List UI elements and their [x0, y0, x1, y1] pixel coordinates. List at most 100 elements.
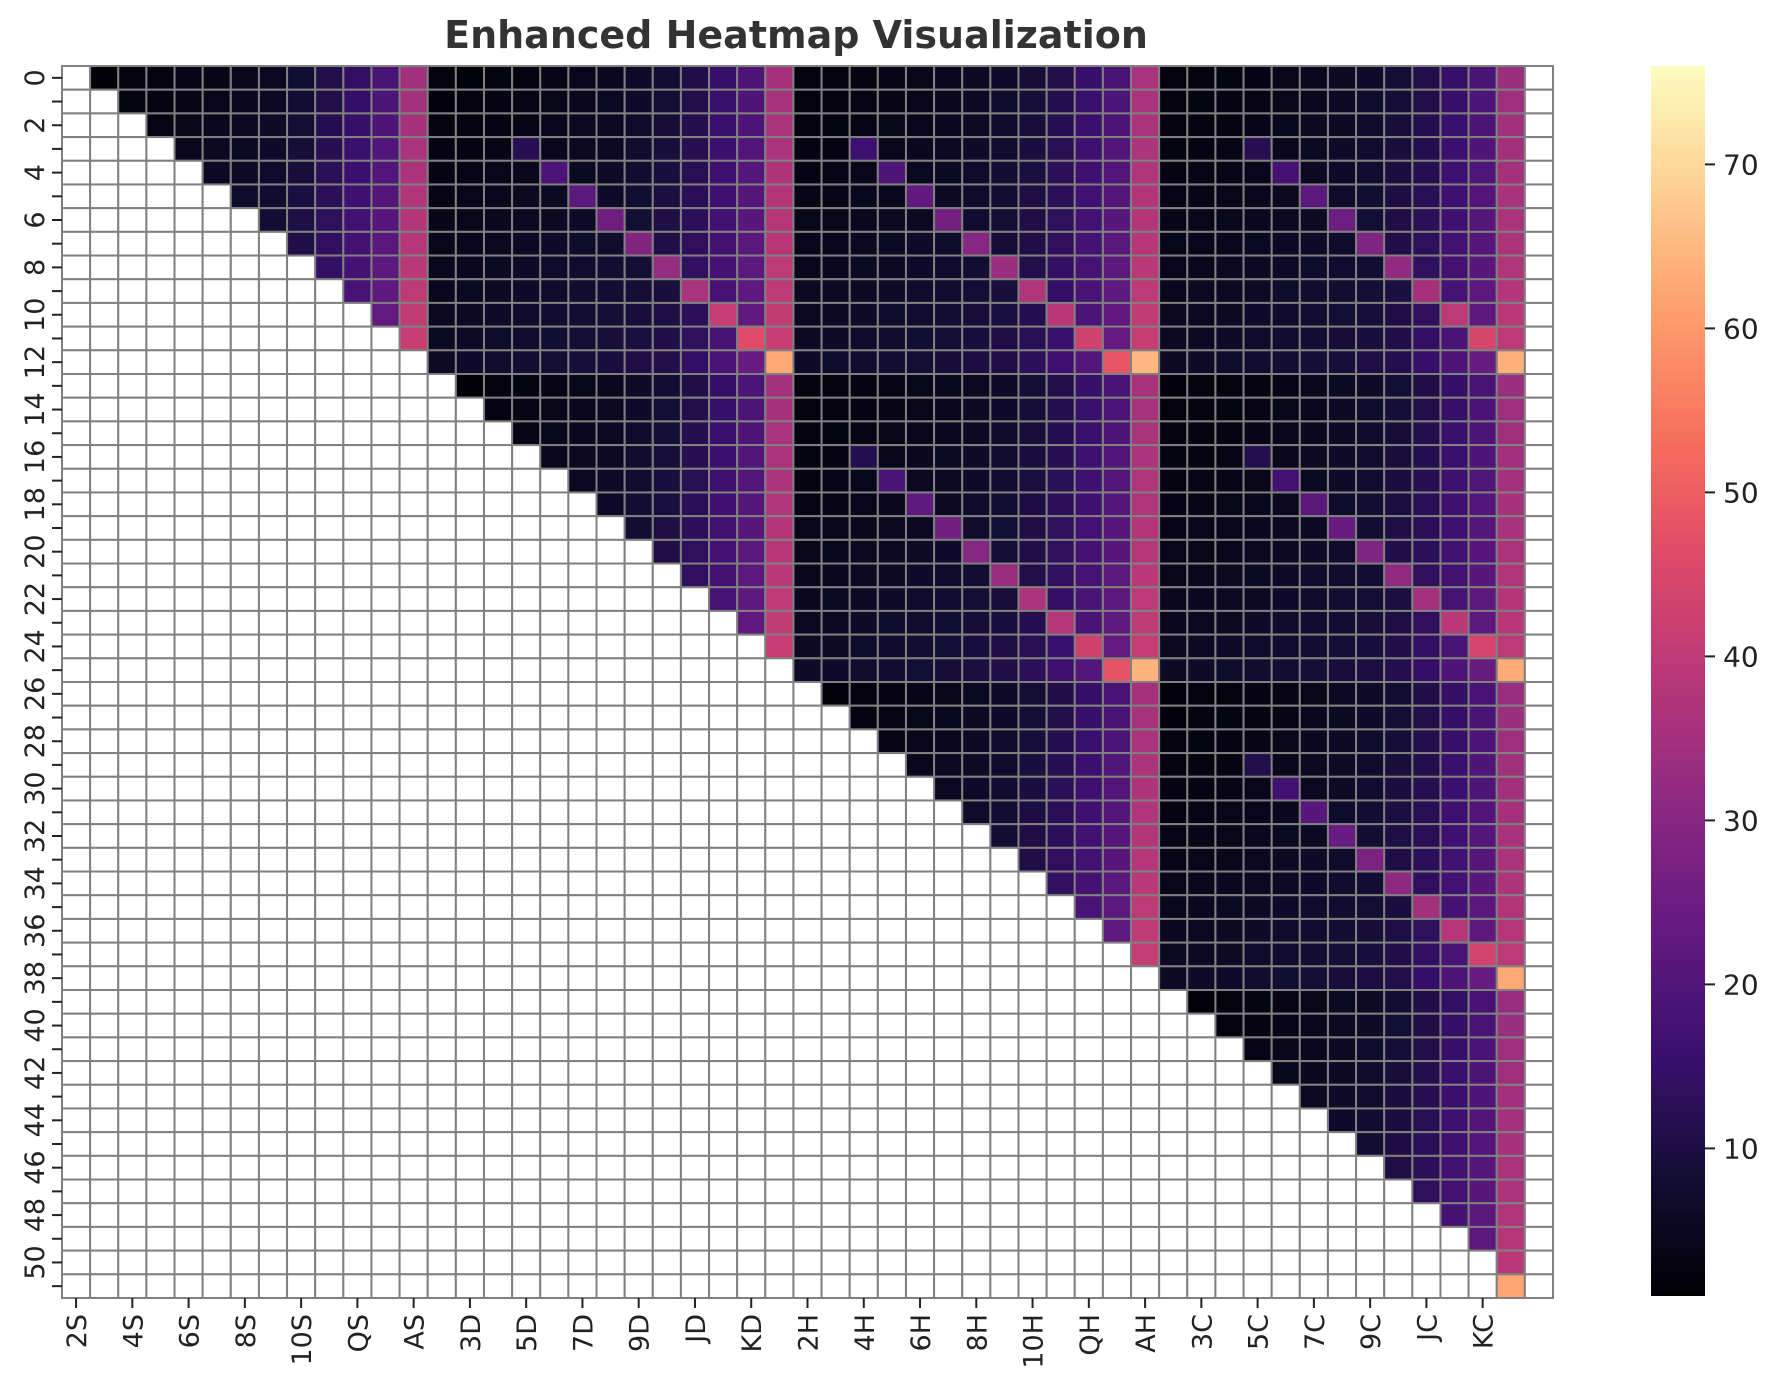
masked-cell: [229, 467, 260, 494]
masked-cell: [933, 870, 964, 897]
heatmap-cell: [1495, 1249, 1526, 1276]
heatmap-cell: [792, 183, 823, 210]
masked-cell: [286, 1060, 317, 1086]
heatmap-cell: [1045, 752, 1076, 778]
masked-cell: [89, 609, 120, 636]
heatmap-cell: [820, 159, 851, 186]
heatmap-cell: [933, 681, 964, 707]
masked-cell: [454, 1225, 485, 1252]
heatmap-cell: [1439, 1107, 1470, 1134]
heatmap-cell: [1495, 420, 1526, 447]
heatmap-cell: [1101, 183, 1133, 210]
masked-cell: [173, 1273, 204, 1300]
heatmap-cell: [708, 207, 739, 233]
masked-cell: [398, 1036, 429, 1063]
masked-cell: [933, 1154, 964, 1181]
heatmap-cell: [1383, 823, 1414, 849]
heatmap-cell: [820, 349, 851, 375]
masked-cell: [904, 1083, 936, 1110]
masked-cell: [1523, 562, 1554, 589]
masked-cell: [567, 562, 598, 589]
masked-cell: [454, 657, 485, 683]
heatmap-cell: [1439, 467, 1470, 494]
masked-cell: [651, 633, 682, 660]
heatmap-cell: [595, 444, 626, 470]
masked-cell: [1101, 1012, 1133, 1039]
heatmap-cell: [1411, 136, 1442, 162]
masked-cell: [511, 467, 542, 494]
heatmap-cell: [567, 230, 598, 257]
heatmap-cell: [764, 396, 795, 423]
heatmap-cell: [876, 491, 907, 518]
masked-cell: [511, 704, 542, 731]
masked-cell: [370, 799, 401, 826]
heatmap-cell: [1467, 586, 1498, 612]
heatmap-cell: [1298, 941, 1329, 968]
heatmap-cell: [679, 278, 711, 304]
masked-cell: [229, 207, 260, 233]
masked-cell: [595, 681, 626, 707]
heatmap-cell: [1214, 112, 1245, 139]
masked-cell: [454, 965, 485, 991]
masked-cell: [257, 917, 289, 944]
masked-cell: [145, 894, 176, 920]
heatmap-cell: [1045, 183, 1076, 210]
masked-cell: [426, 1178, 457, 1205]
heatmap-cell: [736, 444, 767, 470]
masked-cell: [370, 989, 401, 1015]
masked-cell: [1242, 1131, 1273, 1157]
masked-cell: [539, 633, 570, 660]
masked-cell: [933, 1273, 964, 1300]
heatmap-cell: [1017, 799, 1048, 826]
masked-cell: [651, 657, 682, 683]
masked-cell: [342, 1249, 373, 1276]
heatmap-cell: [904, 444, 936, 470]
heatmap-cell: [933, 657, 964, 683]
x-tick-label: 9D: [625, 1314, 656, 1352]
masked-cell: [567, 1036, 598, 1063]
heatmap-cell: [1439, 1178, 1470, 1205]
heatmap-cell: [314, 230, 345, 257]
heatmap-cell: [961, 444, 992, 470]
masked-cell: [792, 799, 823, 826]
heatmap-cell: [651, 396, 682, 423]
masked-cell: [314, 1225, 345, 1252]
x-tick-label: 6S: [175, 1314, 206, 1348]
masked-cell: [539, 1154, 570, 1181]
masked-cell: [145, 728, 176, 755]
masked-cell: [736, 1131, 767, 1157]
masked-cell: [257, 799, 289, 826]
heatmap-cell: [1130, 941, 1161, 968]
heatmap-cell: [1270, 420, 1301, 447]
masked-cell: [370, 1012, 401, 1039]
masked-cell: [61, 562, 92, 589]
heatmap-cell: [1101, 562, 1133, 589]
heatmap-cell: [1017, 349, 1048, 375]
heatmap-cell: [848, 467, 879, 494]
heatmap-cell: [820, 681, 851, 707]
masked-cell: [342, 396, 373, 423]
heatmap-cell: [1101, 373, 1133, 399]
heatmap-cell: [1383, 1131, 1414, 1157]
masked-cell: [61, 373, 92, 399]
heatmap-cell: [1242, 752, 1273, 778]
masked-cell: [117, 586, 148, 612]
masked-cell: [286, 1012, 317, 1039]
masked-cell: [1073, 1107, 1104, 1134]
heatmap-cell: [454, 65, 485, 91]
masked-cell: [426, 1273, 457, 1300]
heatmap-cell: [1073, 491, 1104, 518]
heatmap-cell: [454, 112, 485, 139]
masked-cell: [567, 870, 598, 897]
masked-cell: [651, 681, 682, 707]
masked-cell: [61, 1083, 92, 1110]
masked-cell: [651, 1178, 682, 1205]
heatmap-cell: [1242, 633, 1273, 660]
masked-cell: [229, 230, 260, 257]
masked-cell: [117, 1178, 148, 1205]
masked-cell: [426, 917, 457, 944]
masked-cell: [1073, 1060, 1104, 1086]
masked-cell: [89, 491, 120, 518]
heatmap-cell: [848, 538, 879, 565]
masked-cell: [173, 846, 204, 873]
